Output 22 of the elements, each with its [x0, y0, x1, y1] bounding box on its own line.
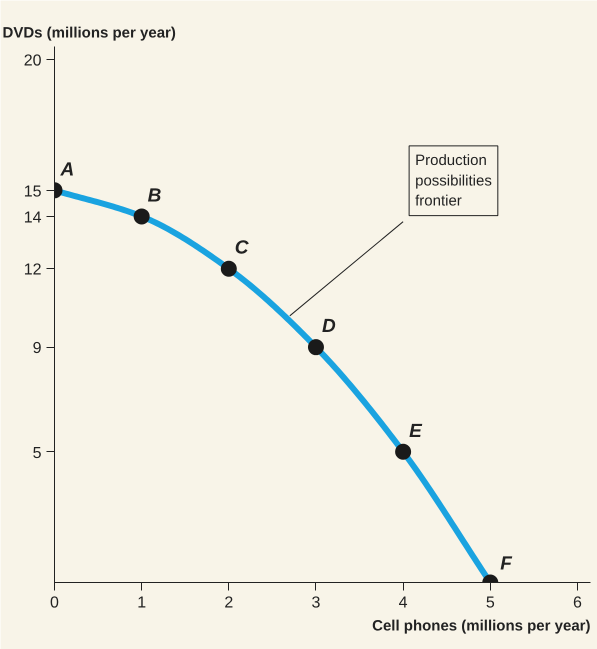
- x-tick-label: 4: [398, 594, 408, 612]
- y-axis-title: DVDs (millions per year): [2, 24, 176, 42]
- x-tick-label: 6: [572, 594, 582, 612]
- y-tick-label: 15: [24, 183, 42, 200]
- x-tick-label: 0: [50, 594, 60, 612]
- y-tick-label: 12: [24, 262, 42, 279]
- annotation: Production possibilities frontier: [415, 152, 492, 210]
- annotation: F: [500, 554, 514, 574]
- x-tick-label: 1: [137, 594, 146, 612]
- x-tick-label: 5: [486, 594, 495, 612]
- annotation: C: [234, 238, 249, 259]
- annotation: D: [322, 316, 336, 338]
- y-tick-label: 14: [24, 209, 42, 226]
- x-tick-label: 2: [224, 594, 234, 612]
- y-tick-label: 5: [32, 444, 42, 462]
- y-tick-label: 20: [24, 52, 42, 70]
- annotation: B: [148, 185, 162, 206]
- x-tick-label: 3: [312, 594, 321, 612]
- annotation: E: [409, 420, 424, 442]
- x-axis-title: Cell phones (millions per year): [372, 618, 591, 634]
- y-tick-label: 9: [32, 340, 42, 358]
- annotation: A: [60, 159, 74, 180]
